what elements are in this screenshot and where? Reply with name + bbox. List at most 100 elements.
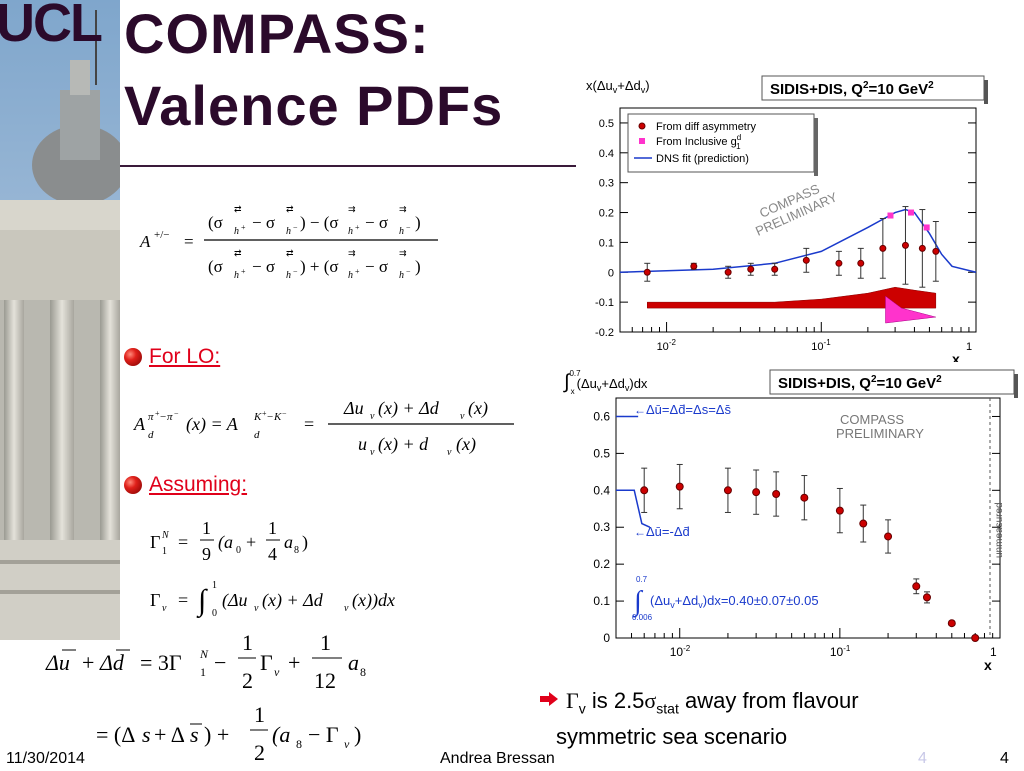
svg-text:− Γ: − Γ (308, 722, 339, 747)
svg-text:x(Δuv+Δdv): x(Δuv+Δdv) (586, 78, 650, 95)
svg-text:+/−: +/− (154, 229, 169, 241)
plot2-point (912, 582, 921, 591)
bullet-for-lo: For LO: (149, 345, 221, 368)
svg-text:⇄: ⇄ (286, 248, 294, 258)
svg-text:⇄: ⇄ (234, 248, 242, 258)
plot2-svg: ∫0.7 x(Δuv+Δdv)dx SIDIS+DIS, Q2=10 GeV2 0… (563, 369, 1018, 673)
asymmetry-formula: A +/− = (σ h + − σ h − ) − (σ h + − σ h − ) ⇄ ⇄ ⇉ ⇉… (138, 200, 448, 281)
plot1-systematic-band (646, 286, 937, 309)
svg-text:K: K (253, 411, 262, 423)
bullet-icon (124, 348, 142, 366)
plot1-legend-0: From diff asymmetry (656, 121, 757, 133)
plot1-ytick-label: 0.2 (599, 208, 614, 220)
svg-text:N: N (161, 530, 170, 541)
svg-text:=: = (178, 532, 188, 552)
svg-text:s: s (142, 722, 151, 747)
footer-page-number: 4 (1000, 750, 1009, 767)
svg-text:−: − (174, 409, 179, 418)
plot1-point (835, 259, 843, 267)
svg-text:+ Δ: + Δ (154, 722, 185, 747)
plot1-ytick-label: -0.1 (595, 297, 614, 309)
svg-text:v: v (344, 737, 350, 751)
svg-text:u: u (358, 434, 367, 454)
plot1-point (771, 265, 779, 273)
plot1-inclusive-band (885, 295, 936, 324)
plot1-ytick-label: 0.4 (599, 148, 614, 160)
plot1-xtick-label: 10-2 (657, 338, 677, 353)
svg-text:8: 8 (296, 737, 302, 751)
plot2-scenario-label-1: Δū=Δd̄=Δs=Δs̄ (646, 402, 731, 417)
plot1-legend-1: From Inclusive gd 1 (656, 133, 741, 151)
footer-date: 11/30/2014 (6, 750, 85, 767)
svg-text:+: + (82, 650, 94, 675)
svg-text:h: h (348, 270, 353, 280)
plot-integral-uv-dv: ∫0.7 x(Δuv+Δdv)dx SIDIS+DIS, Q2=10 GeV2 0… (528, 362, 1022, 674)
svg-text:9: 9 (202, 544, 211, 564)
footer-author: Andrea Bressan (440, 750, 555, 767)
svg-text:=: = (184, 232, 194, 251)
svg-text:h: h (399, 226, 404, 237)
svg-text:) − (σ: ) − (σ (300, 213, 339, 232)
plot2-title-box: SIDIS+DIS, Q2=10 GeV2 (778, 374, 942, 392)
svg-text:+: + (355, 267, 360, 276)
svg-text:−: − (282, 409, 287, 418)
plot2-point (752, 488, 761, 497)
svg-text:): ) (354, 722, 361, 747)
svg-text:8: 8 (360, 665, 366, 679)
slide-title-line2: Valence PDFs (124, 74, 504, 137)
plot1-point (932, 247, 940, 255)
plot2-ytick-label: 0 (603, 631, 610, 645)
svg-text:d: d (254, 429, 260, 441)
svg-text:π: π (167, 411, 173, 423)
svg-text:− σ: − σ (365, 213, 388, 232)
svg-text:h: h (286, 226, 291, 237)
svg-text:1: 1 (200, 665, 206, 679)
svg-text:⇉: ⇉ (399, 204, 407, 214)
plot1-point (918, 244, 926, 252)
svg-text:Γ: Γ (150, 532, 160, 552)
svg-text:(x) = A: (x) = A (186, 414, 239, 435)
plot2-integral-result: (Δuv+Δdv)dx=0.40±0.07±0.05 (650, 593, 819, 610)
plot2-unmeasured: unmeasured (994, 502, 1005, 558)
plot2-scenario-arrow: ← (634, 525, 646, 539)
plot2-ytick-label: 0.1 (593, 594, 610, 608)
svg-text:d: d (148, 429, 154, 441)
svg-text:1: 1 (242, 630, 253, 655)
svg-text:(x))dx: (x))dx (352, 590, 395, 611)
plot1-dns-fit-curve (619, 208, 977, 274)
svg-text:v: v (162, 603, 167, 614)
svg-text:Δu: Δu (45, 650, 70, 675)
plot1-ytick-label: 0 (608, 267, 614, 279)
svg-text:12: 12 (314, 668, 336, 693)
svg-text:−: − (214, 650, 226, 675)
svg-text:): ) (415, 257, 421, 276)
svg-text:) +: ) + (204, 722, 229, 747)
lo-asymmetry-formula: A π + − π − d (x) = A K + − K − d = Δu v (x) + Δd v… (132, 390, 522, 460)
svg-text:(x) + Δd: (x) + Δd (378, 398, 440, 419)
svg-text:h: h (286, 270, 291, 280)
svg-text:− σ: − σ (252, 213, 275, 232)
svg-text:v: v (344, 603, 349, 614)
plot1-point (643, 268, 651, 276)
plot1-inclusive-point (907, 209, 914, 216)
svg-text:(x) + d: (x) + d (378, 434, 429, 455)
plot2-watermark-1: COMPASS (840, 412, 904, 427)
svg-text:⇉: ⇉ (348, 248, 356, 258)
svg-text:v: v (254, 603, 259, 614)
svg-text:−: − (267, 411, 273, 423)
svg-text:Δd: Δd (99, 650, 125, 675)
svg-text:+: + (288, 650, 300, 675)
plot2-ytick-label: 0.3 (593, 520, 610, 534)
plot1-title-box: SIDIS+DIS, Q2=10 GeV2 (770, 80, 934, 98)
bullet-icon (124, 476, 142, 494)
plot2-watermark-2: PRELIMINARY (836, 426, 924, 441)
svg-text:⇉: ⇉ (348, 204, 356, 214)
svg-text:a: a (284, 532, 293, 552)
svg-text:(Δu: (Δu (222, 590, 248, 611)
svg-text:Δu: Δu (343, 398, 364, 418)
svg-text:A: A (133, 414, 146, 434)
plot2-scenario-label-2: Δū=-Δd̄ (646, 524, 690, 539)
plot2-point (971, 634, 980, 642)
svg-text:): ) (302, 532, 308, 553)
